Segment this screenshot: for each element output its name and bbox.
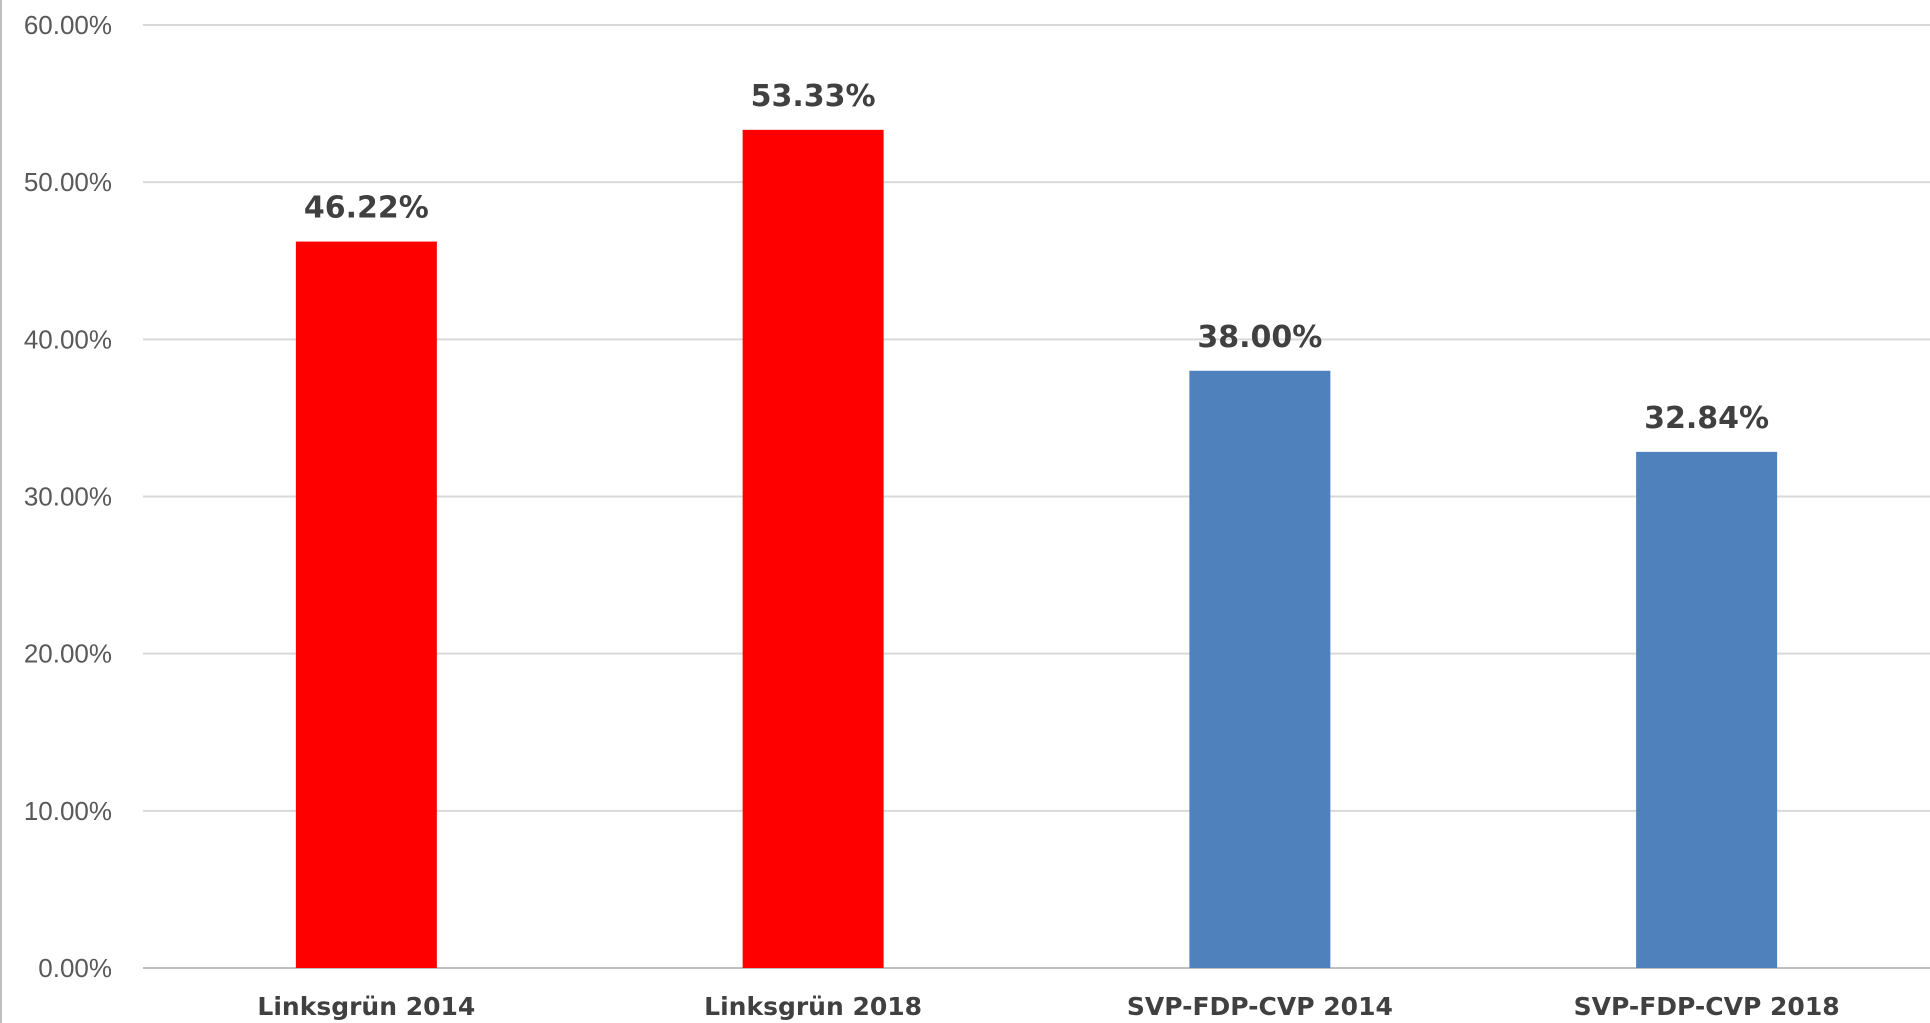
y-tick-label: 30.00% bbox=[24, 482, 112, 512]
bar bbox=[296, 242, 437, 968]
data-labels: 46.22% 53.33% 38.00% 32.84% bbox=[304, 79, 1769, 436]
y-tick-label: 60.00% bbox=[24, 10, 112, 40]
bars bbox=[296, 130, 1777, 968]
y-tick-label: 0.00% bbox=[38, 953, 112, 983]
x-axis-tick-labels: Linksgrün 2014 Linksgrün 2018 SVP-FDP-CVP … bbox=[257, 992, 1839, 1021]
data-label: 53.33% bbox=[751, 79, 876, 114]
bar bbox=[743, 130, 884, 968]
y-tick-label: 10.00% bbox=[24, 796, 112, 826]
y-axis-tick-labels: 0.00% 10.00% 20.00% 30.00% 40.00% 50.00% 60.00… bbox=[24, 10, 112, 983]
x-tick-label: SVP-FDP-CVP 2018 bbox=[1574, 992, 1840, 1021]
data-label: 32.84% bbox=[1644, 401, 1769, 436]
bar bbox=[1636, 452, 1777, 968]
bar bbox=[1189, 371, 1330, 968]
x-tick-label: Linksgrün 2018 bbox=[704, 992, 922, 1021]
x-tick-label: SVP-FDP-CVP 2014 bbox=[1127, 992, 1393, 1021]
x-tick-label: Linksgrün 2014 bbox=[257, 992, 475, 1021]
data-label: 38.00% bbox=[1197, 320, 1322, 355]
y-tick-label: 50.00% bbox=[24, 167, 112, 197]
data-label: 46.22% bbox=[304, 191, 429, 226]
y-tick-label: 20.00% bbox=[24, 639, 112, 669]
y-tick-label: 40.00% bbox=[24, 324, 112, 354]
